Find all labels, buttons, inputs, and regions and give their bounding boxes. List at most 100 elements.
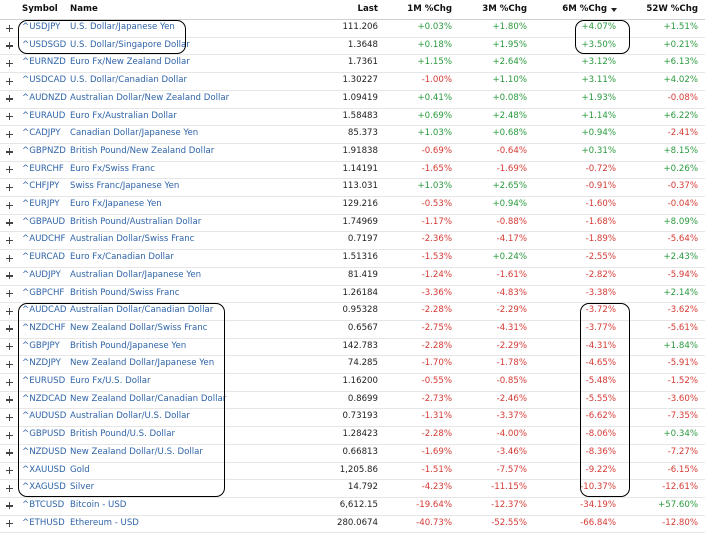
name[interactable]: Euro Fx/U.S. Dollar <box>70 376 151 386</box>
name[interactable]: Canadian Dollar/Japanese Yen <box>70 128 199 139</box>
name[interactable]: Euro Fx/Australian Dollar <box>70 110 177 121</box>
expand-icon[interactable] <box>6 254 13 262</box>
expand-icon[interactable] <box>6 449 13 457</box>
expand-icon[interactable] <box>6 484 13 492</box>
symbol[interactable]: ^AUDCHF <box>22 234 66 245</box>
expand-icon[interactable] <box>6 113 13 120</box>
symbol[interactable]: ^EURUSD <box>22 376 66 386</box>
expand-icon[interactable] <box>6 502 13 510</box>
symbol[interactable]: ^EURAUD <box>22 110 66 121</box>
symbol[interactable]: ^BTCUSD <box>22 499 65 510</box>
expand-icon[interactable] <box>6 307 13 315</box>
symbol[interactable]: ^USDCAD <box>22 75 67 86</box>
expand-icon[interactable] <box>6 520 13 528</box>
name[interactable]: Australian Dollar/U.S. Dollar <box>70 411 190 422</box>
name[interactable]: British Pound/Swiss Franc <box>70 287 180 298</box>
symbol[interactable]: ^ETHUSD <box>22 517 65 528</box>
symbol[interactable]: ^AUDNZD <box>22 92 67 103</box>
symbol[interactable]: ^NZDCAD <box>22 393 67 404</box>
symbol[interactable]: ^EURNZD <box>22 57 66 68</box>
expand-icon[interactable] <box>6 413 13 421</box>
expand-icon[interactable] <box>6 360 13 368</box>
symbol[interactable]: ^GBPUSD <box>22 429 66 440</box>
chg-3m: -0.85% <box>496 376 527 386</box>
symbol[interactable]: ^AUDJPY <box>22 269 61 280</box>
expand-icon[interactable] <box>6 219 13 227</box>
symbol[interactable]: ^XAUUSD <box>22 464 66 475</box>
symbol[interactable]: ^GBPJPY <box>22 340 60 351</box>
expand-icon[interactable] <box>6 325 13 333</box>
expand-icon[interactable] <box>6 130 13 138</box>
chg-3m-header[interactable]: 3M %Chg <box>482 4 527 14</box>
name[interactable]: Gold <box>70 464 90 475</box>
symbol[interactable]: ^GBPCHF <box>22 287 65 298</box>
name[interactable]: U.S. Dollar/Singapore Dollar <box>70 39 190 50</box>
expand-icon[interactable] <box>6 272 13 280</box>
expand-icon[interactable] <box>6 201 13 209</box>
name[interactable]: British Pound/New Zealand Dollar <box>70 145 215 156</box>
name[interactable]: New Zealand Dollar/Japanese Yen <box>70 358 215 369</box>
name[interactable]: Euro Fx/Swiss Franc <box>70 163 155 174</box>
chg-6m-header[interactable]: 6M %Chg <box>562 4 607 14</box>
name[interactable]: New Zealand Dollar/Canadian Dollar <box>70 393 227 404</box>
name[interactable]: Euro Fx/Japanese Yen <box>70 199 162 209</box>
expand-icon[interactable] <box>6 431 13 439</box>
expand-icon[interactable] <box>6 166 13 174</box>
expand-icon[interactable] <box>6 396 13 404</box>
symbol[interactable]: ^USDSGD <box>22 39 67 50</box>
name[interactable]: New Zealand Dollar/U.S. Dollar <box>70 446 203 457</box>
name[interactable]: British Pound/Japanese Yen <box>70 340 187 351</box>
name[interactable]: Euro Fx/Canadian Dollar <box>70 252 174 263</box>
expand-icon[interactable] <box>6 290 13 297</box>
chg-6m: -4.65% <box>585 358 616 369</box>
name[interactable]: Euro Fx/New Zealand Dollar <box>70 57 190 68</box>
name[interactable]: Silver <box>70 482 95 493</box>
expand-icon[interactable] <box>6 24 13 32</box>
expand-icon[interactable] <box>6 77 13 85</box>
expand-icon[interactable] <box>6 42 13 50</box>
name[interactable]: Swiss Franc/Japanese Yen <box>70 181 180 192</box>
symbol[interactable]: ^NZDCHF <box>22 322 66 333</box>
name[interactable]: Ethereum - USD <box>70 517 139 528</box>
expand-icon[interactable] <box>6 343 13 351</box>
name-header[interactable]: Name <box>70 4 98 14</box>
symbol[interactable]: ^XAGUSD <box>22 482 66 493</box>
symbol[interactable]: ^GBPAUD <box>22 216 66 227</box>
symbol[interactable]: ^EURCAD <box>22 252 65 263</box>
chg-3m: +0.24% <box>492 252 527 263</box>
chg-52w-header[interactable]: 52W %Chg <box>646 4 698 14</box>
name[interactable]: U.S. Dollar/Canadian Dollar <box>70 75 188 86</box>
last: 1.09419 <box>342 92 378 103</box>
expand-icon[interactable] <box>6 148 13 156</box>
symbol[interactable]: ^EURJPY <box>22 199 60 209</box>
expand-icon[interactable] <box>6 378 13 386</box>
symbol[interactable]: ^GBPNZD <box>22 145 66 156</box>
name[interactable]: U.S. Dollar/Japanese Yen <box>70 22 175 32</box>
chg-52w: -6.15% <box>667 464 698 475</box>
last-header[interactable]: Last <box>357 4 379 14</box>
name[interactable]: New Zealand Dollar/Swiss Franc <box>70 322 208 333</box>
name[interactable]: British Pound/U.S. Dollar <box>70 429 175 440</box>
expand-icon[interactable] <box>6 59 13 67</box>
name[interactable]: Bitcoin - USD <box>70 499 127 510</box>
expand-icon[interactable] <box>6 236 13 244</box>
symbol-header[interactable]: Symbol <box>22 4 58 14</box>
chg-3m: -4.17% <box>496 234 527 245</box>
symbol[interactable]: ^CADJPY <box>22 128 61 139</box>
symbol[interactable]: ^NZDJPY <box>22 358 61 369</box>
expand-icon[interactable] <box>6 183 13 191</box>
name[interactable]: Australian Dollar/Canadian Dollar <box>70 305 214 316</box>
expand-icon[interactable] <box>6 95 13 103</box>
chg-1m-header[interactable]: 1M %Chg <box>407 4 452 14</box>
name[interactable]: Australian Dollar/Swiss Franc <box>70 234 195 245</box>
symbol[interactable]: ^CHFJPY <box>22 181 60 192</box>
symbol[interactable]: ^AUDUSD <box>22 411 67 422</box>
symbol[interactable]: ^EURCHF <box>22 163 64 174</box>
name[interactable]: Australian Dollar/Japanese Yen <box>70 269 202 280</box>
symbol[interactable]: ^USDJPY <box>22 22 61 32</box>
symbol[interactable]: ^AUDCAD <box>22 305 67 316</box>
name[interactable]: Australian Dollar/New Zealand Dollar <box>70 92 230 103</box>
symbol[interactable]: ^NZDUSD <box>22 446 67 457</box>
name[interactable]: British Pound/Australian Dollar <box>70 216 202 227</box>
expand-icon[interactable] <box>6 467 13 474</box>
